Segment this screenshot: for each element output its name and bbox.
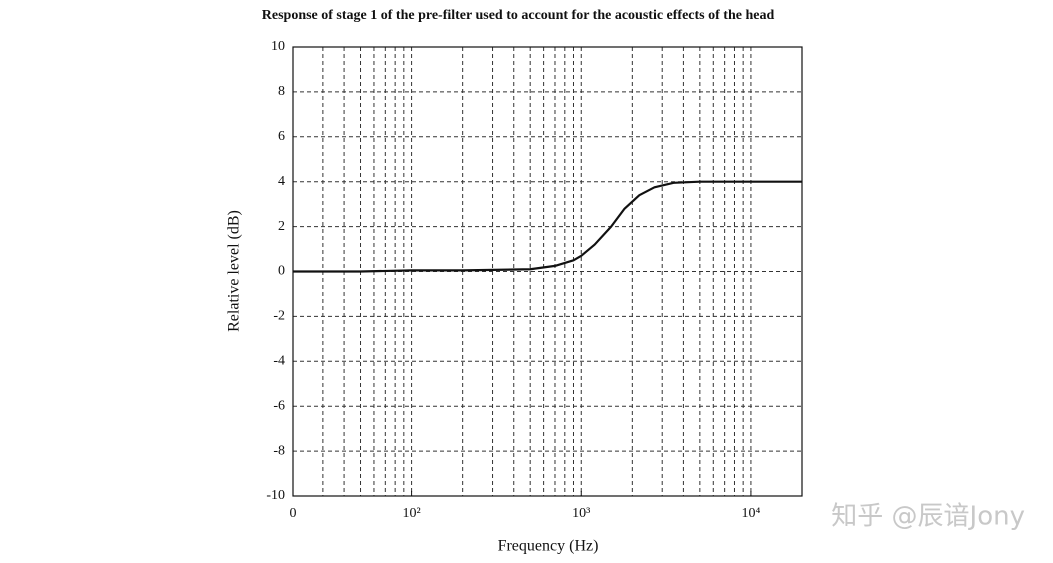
x-tick-label: 0 (290, 506, 297, 521)
y-tick-label: -6 (273, 398, 285, 413)
y-tick-label: -2 (273, 309, 285, 324)
line (293, 180, 802, 273)
y-tick-label: 10 (271, 39, 285, 54)
y-tick-label: -10 (266, 488, 285, 503)
y-axis-label: Relative level (dB) (226, 210, 243, 332)
chart-title: Response of stage 1 of the pre-filter us… (262, 8, 775, 23)
x-tick-label: 10² (402, 506, 420, 521)
x-tick-label: 10⁴ (741, 506, 760, 521)
y-tick-label: 2 (278, 219, 285, 234)
y-tick-label: 4 (278, 174, 285, 189)
y-tick-label: 0 (278, 264, 285, 279)
y-tick-label: 8 (278, 84, 285, 99)
x-tick-label: 10³ (572, 506, 590, 521)
y-tick-label: -4 (273, 354, 285, 369)
y-tick-label: -8 (273, 443, 285, 458)
watermark: 知乎 @辰谙Jony (831, 502, 1025, 532)
y-tick-label: 6 (278, 129, 285, 144)
x-axis-label: Frequency (Hz) (498, 538, 599, 555)
